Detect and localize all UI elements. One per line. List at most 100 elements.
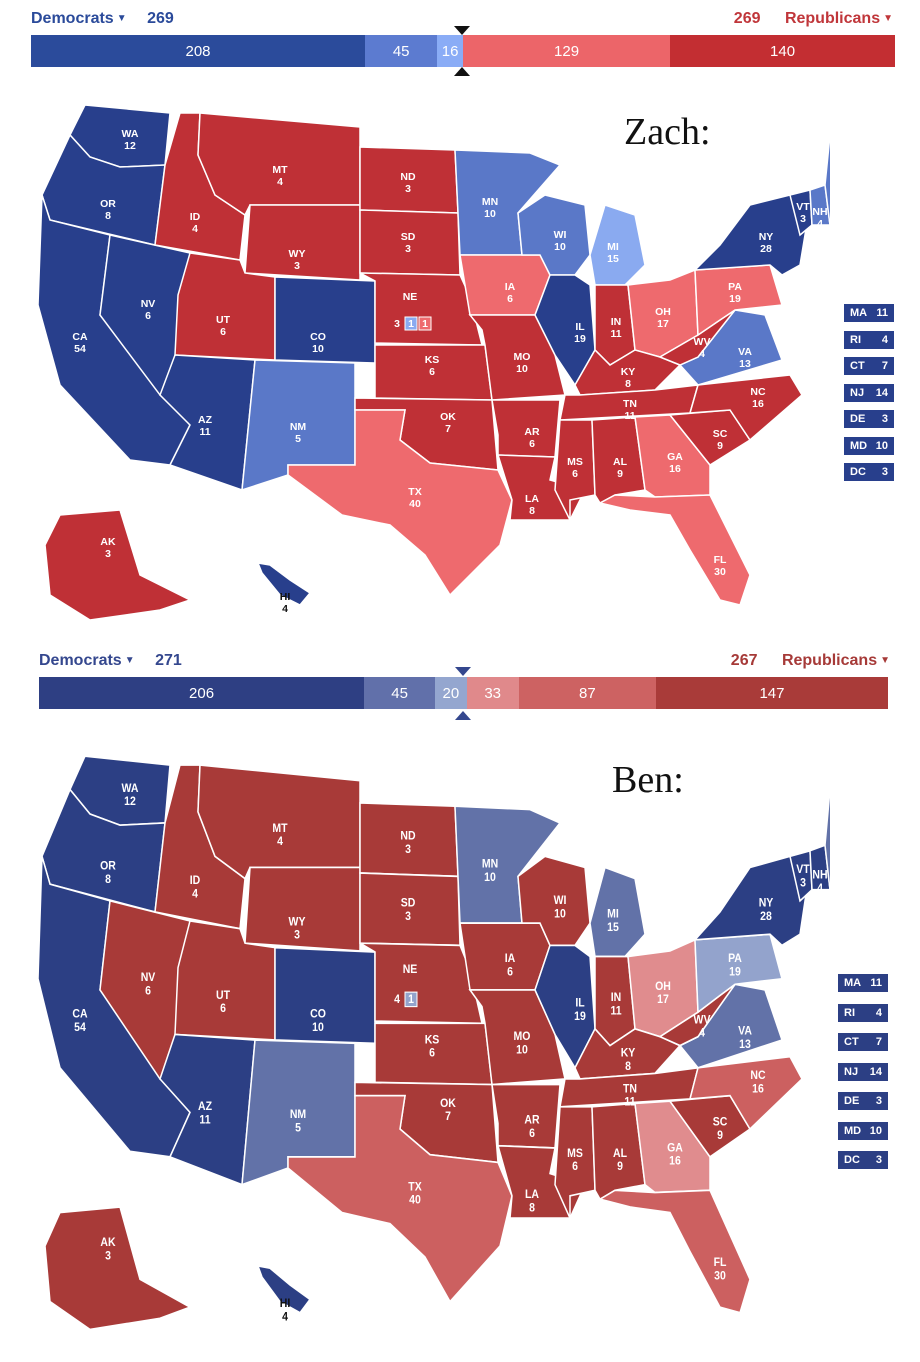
state-hi[interactable] (256, 1264, 312, 1314)
state-ev-ca: 54 (74, 1022, 86, 1035)
small-state-box-md[interactable]: MD 10 (843, 435, 895, 456)
state-label-nd: ND (400, 171, 416, 183)
state-ev-ms: 6 (572, 1161, 578, 1174)
small-state-box-ma[interactable]: MA 11 (843, 303, 895, 323)
state-wy[interactable] (244, 204, 361, 281)
small-state-box-de[interactable]: DE 3 (843, 409, 895, 429)
state-label-ar: AR (524, 1114, 539, 1127)
state-ev-vt: 3 (800, 213, 806, 225)
bar-segment: 16 (437, 35, 463, 67)
small-state-box-dc[interactable]: DC 3 (843, 462, 895, 482)
state-label-al: AL (613, 1147, 627, 1160)
state-label-wi: WI (554, 229, 567, 241)
state-mt[interactable] (197, 112, 361, 217)
state-fl[interactable] (597, 494, 751, 606)
ne-district-box[interactable] (404, 991, 418, 1008)
state-label-in: IN (611, 992, 622, 1005)
state-label-wv: WV (694, 336, 711, 348)
state-ev-nh: 4 (817, 882, 824, 895)
state-nh[interactable] (809, 844, 830, 891)
state-fl[interactable] (597, 1189, 751, 1314)
bar-segment: 33 (466, 677, 519, 709)
state-ev-la: 8 (529, 505, 535, 517)
state-me[interactable] (824, 125, 830, 228)
state-label-ut: UT (216, 989, 230, 1002)
state-ak[interactable] (44, 1206, 192, 1331)
small-state-box-ri[interactable]: RI 4 (843, 329, 895, 350)
small-state-box-dc[interactable]: DC 3 (837, 1150, 889, 1170)
small-state-abbr: MD (844, 1124, 862, 1137)
state-label-oh: OH (655, 306, 671, 318)
small-state-ev: 10 (875, 439, 888, 452)
state-nh[interactable] (809, 183, 830, 226)
state-wy[interactable] (244, 866, 361, 952)
map-panel-ben: Democrats ▼ 271 267 Republicans ▼ 206 45 20 3… (0, 640, 920, 1362)
state-ev-pa: 19 (729, 966, 741, 979)
small-state-ev: 7 (881, 360, 888, 372)
small-state-box-ct[interactable]: CT 7 (837, 1032, 889, 1052)
state-co[interactable] (274, 276, 376, 364)
state-ev-wv: 4 (699, 348, 705, 360)
state-ev-ar: 6 (529, 438, 535, 450)
rep-party-dropdown[interactable]: Republicans ▼ (782, 652, 890, 669)
state-co[interactable] (274, 946, 376, 1045)
state-ev-id: 4 (192, 223, 198, 235)
small-state-box-ma[interactable]: MA 11 (837, 973, 889, 993)
dem-total: 271 (155, 652, 182, 669)
small-state-abbr: CT (850, 360, 865, 372)
small-state-box-nj[interactable]: NJ 14 (843, 382, 895, 403)
state-ev-ny: 28 (760, 910, 772, 923)
state-ev-or: 8 (105, 210, 111, 222)
state-ev-sd: 3 (405, 910, 411, 923)
state-ev-tn: 11 (624, 1096, 635, 1109)
state-ev-nh: 4 (817, 218, 823, 230)
state-label-vt: VT (796, 864, 810, 877)
state-ev-pa: 19 (729, 293, 741, 305)
ne-district-box[interactable] (404, 316, 418, 331)
small-state-box-ri[interactable]: RI 4 (837, 1002, 889, 1023)
state-label-ga: GA (667, 1142, 683, 1155)
state-ev-ia: 6 (507, 966, 513, 979)
small-state-abbr: CT (844, 1036, 859, 1048)
state-label-ar: AR (524, 426, 540, 438)
state-label-nh: NH (812, 869, 827, 882)
state-label-mt: MT (272, 164, 288, 176)
state-label-id: ID (190, 211, 201, 223)
dem-party-dropdown[interactable]: Democrats ▼ (39, 652, 135, 669)
state-label-wy: WY (289, 916, 306, 929)
dem-label: Democrats (31, 10, 114, 27)
state-tx[interactable] (287, 1094, 513, 1303)
state-ev-in: 11 (610, 1005, 621, 1018)
rep-party-dropdown[interactable]: Republicans ▼ (785, 10, 893, 27)
state-label-mt: MT (272, 822, 287, 835)
state-label-pa: PA (728, 281, 742, 293)
small-state-box-nj[interactable]: NJ 14 (837, 1061, 889, 1082)
ne-district-box[interactable] (418, 316, 432, 331)
state-ak[interactable] (44, 509, 192, 621)
small-state-box-de[interactable]: DE 3 (837, 1091, 889, 1111)
electoral-vote-bar: 206 45 20 33 87 147 (39, 677, 888, 709)
state-label-ca: CA (72, 331, 88, 343)
state-ne[interactable] (359, 272, 483, 346)
state-me[interactable] (824, 778, 830, 893)
state-label-or: OR (100, 198, 116, 210)
small-state-box-md[interactable]: MD 10 (837, 1120, 889, 1141)
state-hi[interactable] (256, 562, 312, 606)
dem-party-dropdown[interactable]: Democrats ▼ (31, 10, 127, 27)
bar-segment: 206 (39, 677, 365, 709)
state-label-or: OR (100, 860, 116, 873)
state-label-mo: MO (514, 1031, 531, 1044)
state-label-va: VA (738, 1025, 752, 1038)
state-ev-wa: 12 (124, 140, 136, 152)
state-ev-mn: 10 (484, 208, 496, 220)
state-tx[interactable] (287, 409, 513, 597)
chevron-down-icon: ▼ (883, 13, 893, 24)
state-mt[interactable] (197, 764, 361, 880)
state-ev-mi: 15 (607, 253, 619, 265)
state-ev-ut: 6 (220, 326, 226, 338)
state-label-ky: KY (621, 1047, 636, 1060)
state-label-wa: WA (122, 128, 139, 140)
state-ne[interactable] (359, 942, 483, 1025)
small-state-box-ct[interactable]: CT 7 (843, 356, 895, 376)
state-ev-ks: 6 (429, 366, 435, 378)
